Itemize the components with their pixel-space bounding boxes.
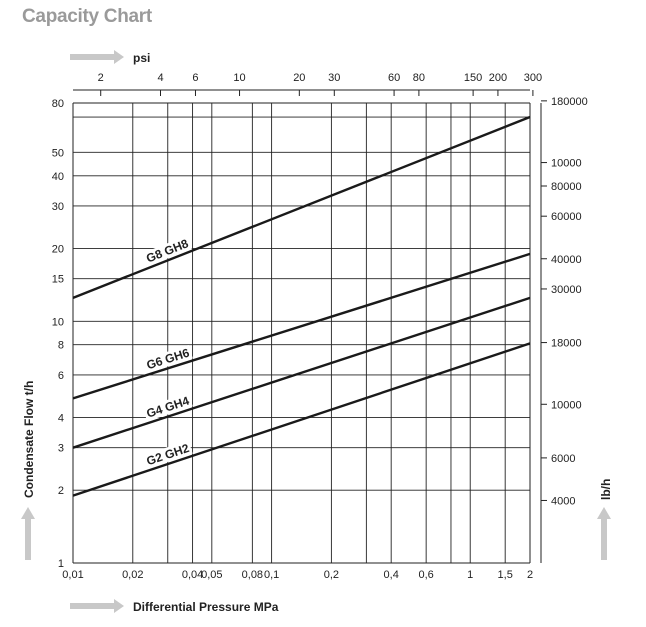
top-tick-label: 80 (413, 72, 425, 84)
top-axis-label: psi (133, 51, 150, 65)
y-tick-label: 2 (58, 485, 64, 497)
right-y-axis-label: lb/h (599, 479, 613, 500)
x-tick-label: 0,6 (419, 569, 434, 581)
right-y-axis-arrow-icon (597, 507, 611, 560)
chart-title: Capacity Chart (22, 6, 152, 27)
series-line (72, 296, 531, 449)
top-tick-label: 200 (489, 72, 507, 84)
x-tick-label: 0,4 (384, 569, 399, 581)
y-tick-label: 40 (52, 171, 64, 183)
x-axis-label: Differential Pressure MPa (133, 600, 279, 614)
x-tick-label: 0,04 (182, 569, 203, 581)
y-tick-label: 1 (58, 558, 64, 570)
y-tick-label: 50 (52, 147, 64, 159)
top-tick-label: 4 (157, 72, 163, 84)
y-tick-label: 10 (52, 316, 64, 328)
right-y-ticks: 4000 6000 10000 18000 30000 40000 60000 80000 10… (540, 96, 588, 563)
right-tick-label: 80000 (551, 181, 582, 193)
series-line (72, 115, 531, 299)
right-tick-label: 10000 (551, 158, 582, 170)
x-tick-label: 0,01 (62, 569, 83, 581)
top-tick-label: 300 (524, 72, 542, 84)
x-tick-label: 0,1 (264, 569, 279, 581)
grid (72, 102, 531, 564)
top-tick-label: 150 (464, 72, 482, 84)
y-tick-label: 15 (52, 274, 64, 286)
series-label-bg (142, 345, 193, 373)
right-tick-label: 6000 (551, 453, 575, 465)
series-label-bg (142, 393, 193, 422)
right-tick-label: 40000 (551, 254, 582, 266)
x-tick-label: 0,2 (324, 569, 339, 581)
series-line (72, 252, 531, 400)
y-tick-label: 80 (52, 98, 64, 110)
y-axis-label: Condensate Flow t/h (22, 381, 36, 498)
series-label-bg (142, 235, 193, 267)
y-tick-label: 3 (58, 443, 64, 455)
series-label-bg (142, 440, 193, 469)
y-tick-label: 20 (52, 244, 64, 256)
top-tick-label: 20 (293, 72, 305, 84)
x-ticks: 0,01 0,02 0,040,05 0,08 0,1 0,2 0,4 0,6 1 1,5 2 (62, 569, 533, 581)
top-tick-label: 2 (98, 72, 104, 84)
x-tick-label: 1 (467, 569, 473, 581)
right-tick-label: 4000 (551, 495, 575, 507)
top-tick-label: 60 (388, 72, 400, 84)
x-tick-label: 0,02 (122, 569, 143, 581)
psi-arrow-icon (70, 50, 124, 64)
x-axis-arrow-icon (70, 599, 124, 613)
decor (21, 50, 611, 613)
x-tick-label: 0,08 (242, 569, 263, 581)
y-tick-label: 30 (52, 201, 64, 213)
right-tick-label: 18000 (551, 338, 582, 350)
y-tick-label: 8 (58, 340, 64, 352)
series-line (72, 342, 531, 497)
top-x-ticks: 2 4 6 10 20 30 60 80 150 200 300 (73, 72, 542, 96)
right-tick-label: 60000 (551, 211, 582, 223)
y-tick-label: 6 (58, 370, 64, 382)
y-axis-arrow-icon (21, 507, 35, 560)
top-tick-label: 10 (233, 72, 245, 84)
top-tick-label: 30 (328, 72, 340, 84)
right-tick-label: 180000 (551, 96, 588, 108)
top-tick-label: 6 (192, 72, 198, 84)
x-tick-label: 0,05 (201, 569, 222, 581)
y-tick-label: 4 (58, 412, 64, 424)
right-tick-label: 30000 (551, 284, 582, 296)
x-tick-label: 1,5 (498, 569, 513, 581)
x-tick-label: 2 (527, 569, 533, 581)
right-tick-label: 10000 (551, 399, 582, 411)
y-ticks: 1 2 3 4 6 8 10 15 20 30 40 50 80 (52, 98, 64, 570)
